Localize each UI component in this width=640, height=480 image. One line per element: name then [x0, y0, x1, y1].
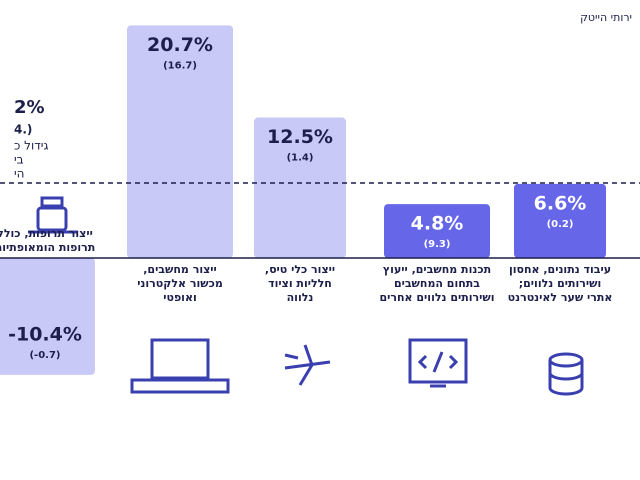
pharma-icon: [28, 196, 78, 234]
bar: [127, 25, 233, 259]
category-label: תרופות הומאופתיות: [0, 241, 95, 254]
sub-label: (0.2): [547, 219, 574, 230]
category-label: ושירותים נלווים אחרים: [379, 291, 494, 304]
category-label: ייצור תרופות, כולל: [0, 227, 93, 240]
header-fragment: ירותי הייטק: [580, 11, 632, 24]
plane-icon: [284, 344, 331, 386]
category-label: מכשור אלקטרוני: [137, 277, 223, 290]
value-label: -10.4%: [8, 323, 82, 345]
sub-label: (9.3): [424, 239, 451, 250]
category-label: ייצור מחשבים,: [143, 263, 217, 276]
value-label: 12.5%: [267, 126, 333, 148]
computer-icon: [130, 338, 230, 394]
sub-label: (16.7): [163, 60, 197, 71]
value-label: 20.7%: [147, 34, 213, 56]
value-label: 6.6%: [534, 192, 587, 214]
sub-label: (-0.7): [29, 350, 60, 361]
side-fragment: 2%: [14, 97, 45, 118]
side-fragment: גידול כ: [14, 139, 48, 153]
server-icon: [548, 352, 584, 396]
side-fragment: (.4: [14, 123, 32, 137]
category-label: אתרי שער לאינטרנט: [508, 291, 613, 304]
bar: [514, 183, 606, 259]
category-label: עיבוד נתונים, אחסון: [509, 263, 611, 276]
code-icon: [408, 338, 468, 388]
bar: [0, 258, 95, 375]
category-label: ואופטי: [163, 291, 197, 304]
category-label: נלווה: [287, 291, 314, 304]
category-label: ייצור כלי טיס,: [265, 263, 335, 276]
bar: [254, 117, 346, 259]
bar: [384, 204, 490, 259]
category-label: תכנות מחשבים, ייעוץ: [383, 263, 491, 276]
category-label: בתחום המחשבים: [394, 277, 480, 290]
category-label: חלליות וציוד: [268, 277, 332, 290]
side-fragment: הי: [14, 167, 25, 181]
category-label: ושירותים נלווים;: [519, 277, 601, 290]
side-fragment: בי: [14, 153, 24, 167]
value-label: 4.8%: [411, 213, 464, 235]
sub-label: (1.4): [287, 153, 314, 164]
